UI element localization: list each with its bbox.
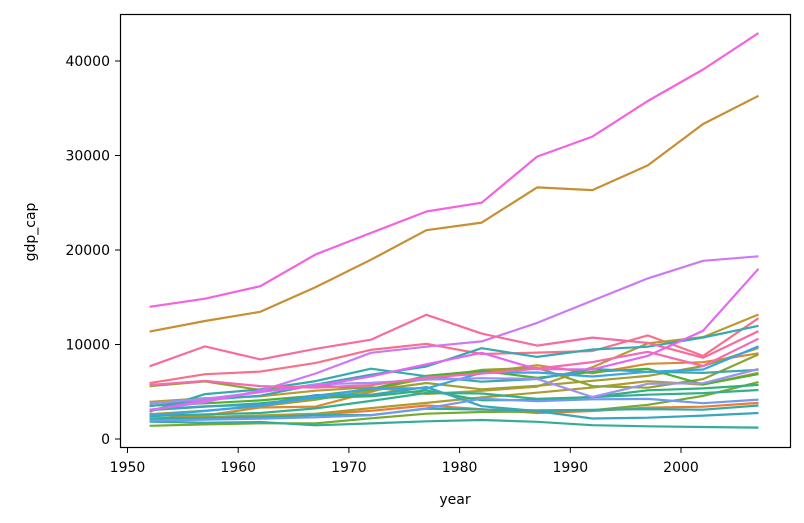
x-tick-label: 1950	[110, 460, 146, 476]
series-line-guatemala	[149, 388, 759, 418]
series-line-trinidad-and-tobago	[149, 268, 760, 412]
series-line-paraguay	[149, 397, 759, 422]
series-line-nicaragua	[149, 386, 759, 420]
y-tick-label: 40000	[65, 54, 110, 70]
series-line-argentina	[149, 317, 760, 385]
y-tick-label: 30000	[65, 149, 110, 165]
series-line-uruguay	[149, 337, 759, 389]
y-tick-label: 20000	[65, 243, 110, 259]
axes-frame	[119, 13, 792, 449]
x-tick-label: 1960	[220, 460, 256, 476]
series-line-panama	[149, 345, 759, 417]
y-axis-ticks: 0 10000 20000 30000 40000	[65, 54, 121, 448]
y-tick-label: 10000	[65, 338, 110, 354]
x-tick-label: 1990	[552, 460, 588, 476]
y-axis-label: gdp_cap	[23, 202, 39, 261]
series-line-dominican-republic	[149, 381, 759, 427]
x-tick-label: 1980	[442, 460, 478, 476]
series-line-venezuela	[149, 313, 759, 368]
x-axis-label: year	[439, 492, 470, 508]
x-tick-label: 2000	[663, 460, 699, 476]
y-tick-label: 0	[101, 432, 110, 448]
series-line-canada	[149, 94, 759, 333]
series-line-colombia	[149, 371, 759, 420]
series-line-honduras	[149, 404, 759, 420]
x-tick-label: 1970	[331, 460, 367, 476]
series-lines	[149, 32, 760, 429]
x-axis-ticks: 1950 1960 1970 1980 1990 2000	[110, 448, 699, 476]
series-line-united-states	[149, 32, 760, 308]
series-line-haiti	[149, 418, 759, 429]
